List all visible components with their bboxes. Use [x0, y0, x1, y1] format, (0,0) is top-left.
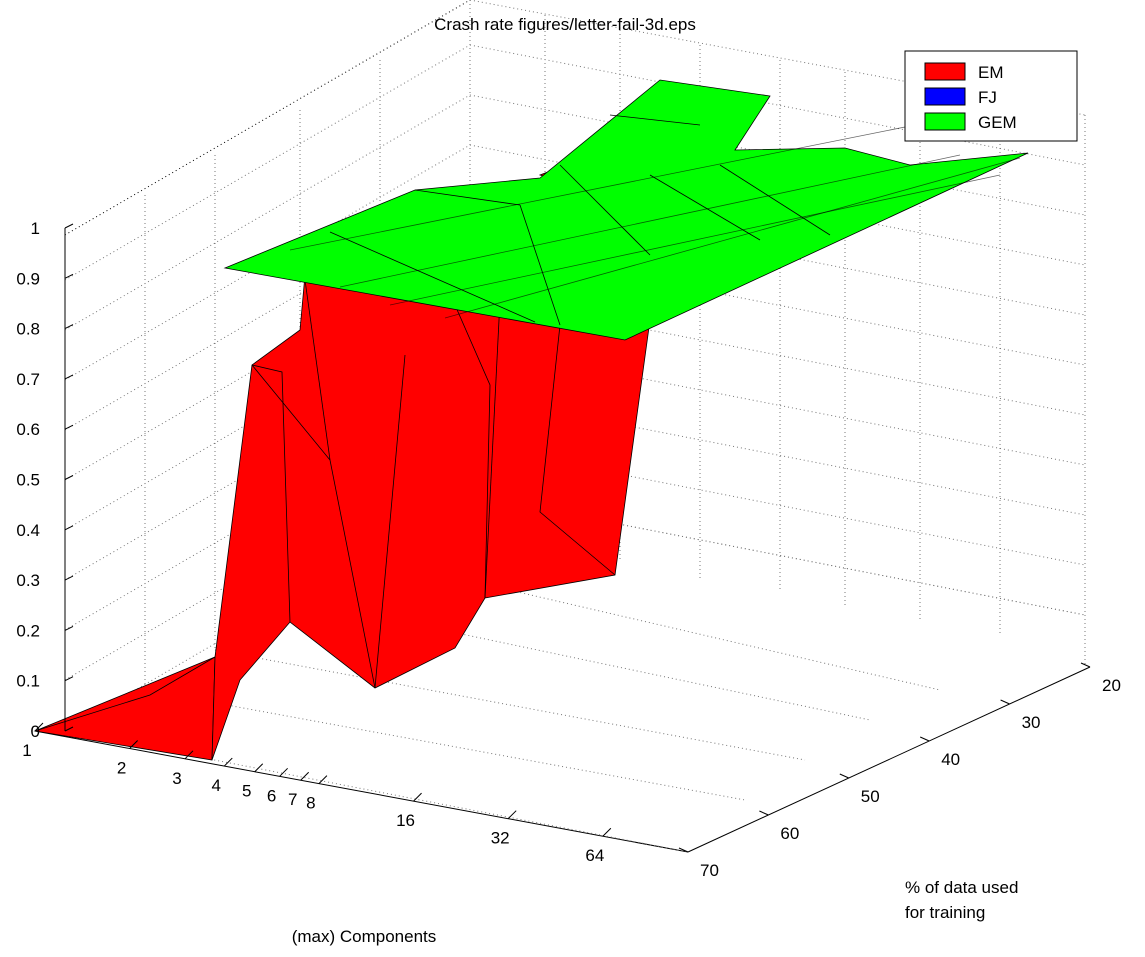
z-tick-label: 0.5 [16, 471, 40, 490]
z-tick-label: 0.8 [16, 320, 40, 339]
z-tick [64, 424, 74, 430]
z-tick [64, 324, 74, 330]
y-tick [1080, 662, 1091, 668]
x-tick-label: 2 [117, 759, 126, 778]
x-tick-label: 3 [172, 769, 181, 788]
z-tick [64, 575, 74, 581]
x-tick [223, 757, 233, 767]
y-axis: 20 30 40 50 60 70 [678, 662, 1121, 880]
y-tick-label: 20 [1102, 676, 1121, 695]
x-tick-label: 6 [267, 786, 276, 805]
z-tick-label: 0.4 [16, 521, 40, 540]
x-tick [254, 763, 264, 773]
y-tick [678, 847, 689, 853]
z-tick-label: 0.9 [16, 269, 40, 288]
y-axis-label-line2: for training [905, 903, 985, 922]
y-tick-label: 70 [700, 861, 719, 880]
legend-swatch-fj [924, 87, 966, 106]
x-tick-label: 4 [212, 776, 221, 795]
legend-swatch-gem [924, 112, 966, 131]
z-tick [64, 676, 74, 682]
z-tick [64, 625, 74, 631]
z-tick [64, 475, 74, 480]
z-tick-label: 0.1 [16, 672, 40, 691]
z-tick-label: 0.2 [16, 621, 40, 640]
legend-label-fj: FJ [978, 88, 997, 107]
x-tick-label: 5 [242, 782, 251, 801]
y-tick-label: 60 [780, 824, 799, 843]
x-tick [507, 810, 517, 820]
legend-label-em: EM [978, 63, 1004, 82]
z-tick [64, 273, 74, 279]
x-tick [602, 827, 612, 837]
z-tick-label: 0.3 [16, 571, 40, 590]
legend-swatch-em [924, 62, 966, 81]
gem-surface [223, 79, 1029, 341]
y-tick-label: 50 [861, 787, 880, 806]
x-tick-label: 7 [288, 790, 297, 809]
z-tick [64, 525, 74, 531]
x-tick-label: 1 [22, 741, 31, 760]
x-axis-label: (max) Components [292, 927, 437, 946]
y-tick [1000, 699, 1010, 705]
x-tick [34, 722, 44, 732]
x-tick [279, 767, 288, 777]
x-tick [129, 740, 138, 749]
y-tick [759, 810, 769, 816]
y-tick-label: 40 [941, 750, 960, 769]
y-tick [919, 736, 930, 742]
y-tick-label: 30 [1022, 713, 1041, 732]
z-tick [64, 223, 74, 229]
y-tick [839, 773, 850, 779]
z-tick [64, 726, 74, 732]
x-tick [184, 750, 194, 760]
x-tick-label: 8 [306, 794, 315, 813]
x-tick [318, 775, 328, 784]
z-tick [64, 374, 74, 380]
x-tick-label: 16 [396, 811, 415, 830]
y-axis-label-line1: % of data used [905, 878, 1018, 897]
z-axis: 0 0.1 0.2 0.3 0.4 0.5 0.6 0.7 0.8 0.9 1 [16, 219, 74, 741]
z-tick-label: 0.6 [16, 420, 40, 439]
x-tick [300, 771, 310, 781]
chart-title: Crash rate figures/letter-fail-3d.eps [434, 15, 696, 34]
z-tick-label: 0.7 [16, 370, 40, 389]
z-tick-label: 1 [31, 219, 40, 238]
x-tick [413, 792, 422, 802]
x-axis: 1 2 3 4 5 6 7 8 16 32 64 [22, 722, 612, 865]
legend: EM FJ GEM [904, 50, 1078, 142]
legend-label-gem: GEM [978, 113, 1017, 132]
x-tick-label: 32 [491, 829, 510, 848]
z-tick-label: 0 [31, 722, 40, 741]
x-tick-label: 64 [585, 846, 604, 865]
